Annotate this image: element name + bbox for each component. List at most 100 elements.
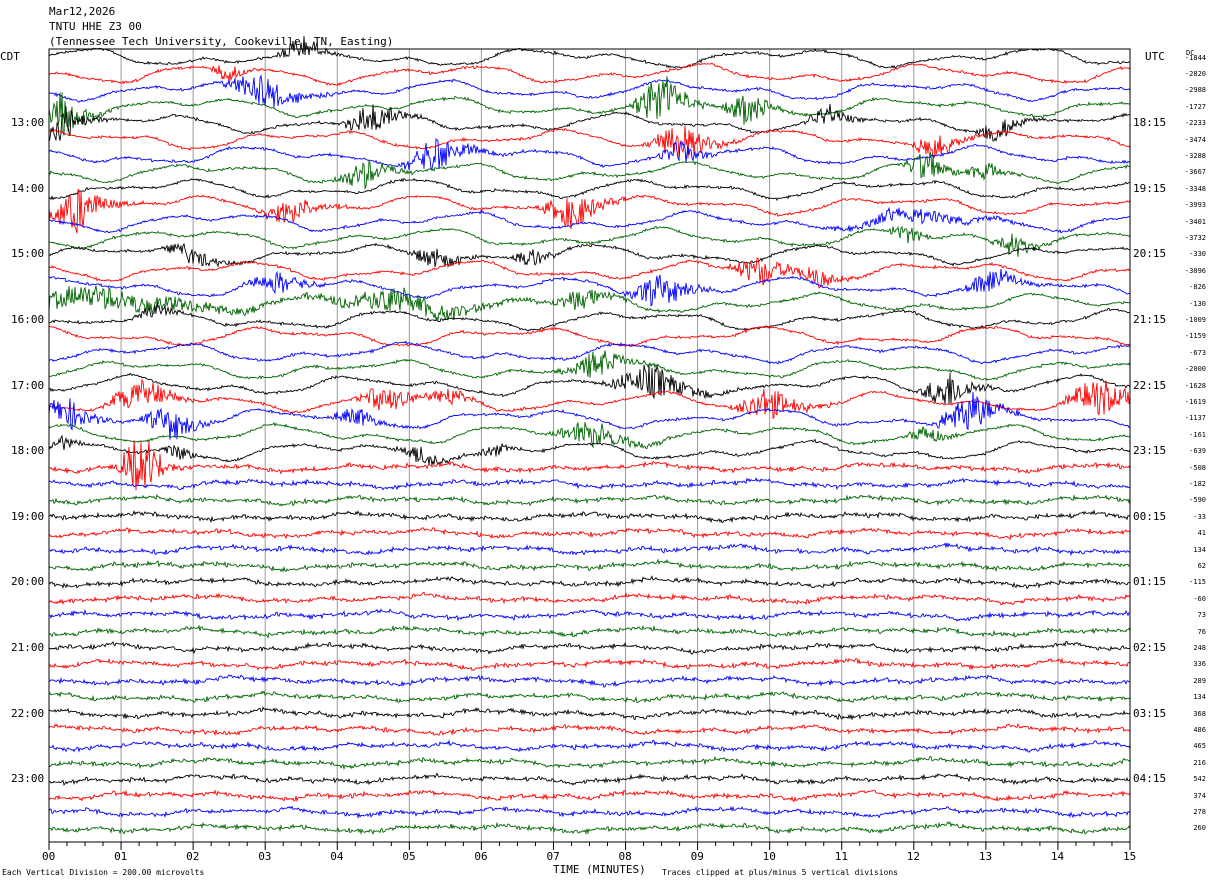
dc-offset-label: -182: [1189, 479, 1206, 488]
right-timezone-label: UTC: [1145, 50, 1165, 63]
x-tick-label: 06: [474, 850, 488, 863]
right-hour-label: 03:15: [1133, 706, 1167, 720]
dc-offset-label: 134: [1193, 545, 1206, 554]
dc-offset-label: -826: [1189, 283, 1206, 292]
x-tick-label: 04: [330, 850, 344, 863]
dc-offset-label: -673: [1189, 348, 1206, 357]
x-tick-label: 13: [978, 850, 993, 863]
seismic-trace-25: [48, 440, 1131, 491]
seismic-trace-44: [48, 772, 1131, 786]
seismic-trace-37: [48, 657, 1131, 672]
x-tick-label: 12: [906, 850, 921, 863]
right-hour-label: 23:15: [1133, 444, 1167, 458]
dc-offset-label: -3474: [1184, 135, 1206, 144]
dc-offset-label: 542: [1193, 775, 1206, 784]
seismic-trace-23: [48, 422, 1131, 450]
seismic-trace-0: [48, 36, 1131, 69]
seismic-trace-40: [48, 706, 1131, 721]
left-hour-label: 19:00: [11, 509, 45, 523]
x-tick-label: 10: [762, 850, 776, 863]
dc-offset-label: -3096: [1184, 266, 1206, 275]
seismic-trace-34: [48, 608, 1131, 622]
dc-offset-label: 368: [1193, 709, 1206, 718]
seismic-trace-41: [48, 723, 1131, 737]
seismic-trace-32: [48, 575, 1131, 590]
seismic-trace-29: [48, 527, 1131, 541]
dc-offset-label: -2000: [1184, 365, 1206, 374]
dc-offset-label: -1137: [1184, 414, 1206, 423]
seismic-trace-39: [48, 690, 1131, 704]
x-tick-label: 15: [1123, 850, 1137, 863]
seismic-trace-2: [48, 74, 1131, 108]
dc-offset-label: -508: [1189, 463, 1206, 472]
dc-offset-label: 134: [1193, 693, 1206, 702]
right-hour-label: 18:15: [1133, 116, 1167, 130]
seismic-trace-8: [48, 177, 1131, 202]
left-hour-label: 14:00: [11, 181, 45, 195]
right-hour-label: 01:15: [1133, 575, 1167, 589]
dc-offset-label: -1844: [1184, 53, 1206, 62]
seismic-trace-20: [48, 363, 1131, 405]
location-label: (Tennessee Tech University, Cookeville, …: [49, 35, 394, 48]
left-hour-label: 16:00: [11, 312, 45, 326]
dc-offset-label: 41: [1197, 529, 1206, 538]
dc-offset-label: -60: [1193, 594, 1206, 603]
dc-offset-label: -639: [1189, 447, 1206, 456]
dc-offset-label: -2233: [1184, 119, 1206, 128]
right-hour-label: 00:15: [1133, 509, 1167, 523]
seismic-trace-27: [48, 494, 1131, 507]
dc-offset-label: 216: [1193, 758, 1206, 767]
x-tick-label: 08: [618, 850, 632, 863]
clip-note: Traces clipped at plus/minus 5 vertical …: [662, 868, 899, 877]
x-tick-label: 05: [402, 850, 416, 863]
dc-offset-label: 248: [1193, 643, 1206, 652]
x-tick-label: 00: [42, 850, 56, 863]
right-hour-label: 19:15: [1133, 181, 1167, 195]
seismic-trace-33: [49, 591, 1130, 606]
seismic-trace-26: [48, 477, 1131, 491]
x-tick-label: 11: [834, 850, 848, 863]
seismic-trace-17: [48, 325, 1131, 347]
dc-offset-label: -2820: [1184, 69, 1206, 78]
dc-offset-label: -161: [1189, 430, 1206, 439]
seismic-trace-24: [48, 434, 1131, 466]
plot-frame: [48, 48, 1131, 843]
dc-offset-label: -1619: [1184, 397, 1206, 406]
seismic-trace-9: [48, 189, 1131, 234]
left-hour-label: 15:00: [11, 247, 45, 261]
dc-offset-label: -3348: [1184, 184, 1206, 193]
seismic-trace-42: [48, 739, 1131, 753]
seismic-trace-15: [48, 285, 1131, 322]
x-axis-ticks: [48, 842, 1131, 850]
seismic-trace-4: [48, 104, 1131, 142]
seismic-trace-1: [48, 62, 1131, 86]
dc-offset-label: -1727: [1184, 102, 1206, 111]
dc-offset-label: 465: [1193, 742, 1206, 751]
seismic-trace-31: [48, 558, 1131, 573]
dc-offset-label: 260: [1193, 824, 1206, 833]
dc-offset-label: -1628: [1184, 381, 1206, 390]
seismic-trace-6: [48, 137, 1131, 171]
seismic-trace-3: [48, 76, 1131, 136]
dc-offset-label: -3732: [1184, 233, 1206, 242]
right-hour-label: 02:15: [1133, 640, 1167, 654]
dc-offset-label: -3667: [1184, 168, 1206, 177]
left-hour-label: 13:00: [11, 116, 45, 130]
right-hour-label: 20:15: [1133, 247, 1167, 261]
dc-offset-label: -3401: [1184, 217, 1206, 226]
x-tick-label: 01: [114, 850, 128, 863]
dc-offset-label: -330: [1189, 250, 1206, 259]
dc-offset-label: 289: [1193, 676, 1206, 685]
left-hour-label: 20:00: [11, 575, 45, 589]
dc-offset-label: -590: [1189, 496, 1206, 505]
seismic-trace-28: [48, 509, 1131, 524]
seismic-trace-7: [48, 151, 1131, 191]
seismic-trace-12: [48, 242, 1131, 268]
division-note: Each Vertical Division = 200.00 microvol…: [2, 868, 205, 877]
dc-offset-label: -3288: [1184, 151, 1206, 160]
seismic-trace-14: [48, 268, 1131, 307]
seismic-trace-43: [48, 755, 1131, 771]
x-axis-title: TIME (MINUTES): [553, 863, 646, 876]
seismic-trace-11: [48, 225, 1131, 257]
